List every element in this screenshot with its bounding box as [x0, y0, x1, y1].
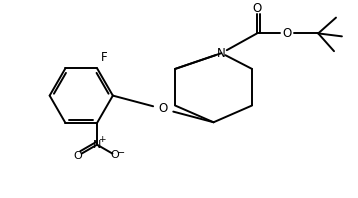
- Text: +: +: [98, 135, 106, 144]
- Text: N: N: [217, 47, 226, 60]
- Text: O: O: [110, 149, 119, 160]
- Text: O: O: [282, 27, 291, 40]
- Text: O: O: [252, 2, 262, 15]
- Text: N: N: [93, 140, 101, 150]
- Text: F: F: [101, 51, 108, 64]
- Text: O: O: [159, 102, 168, 115]
- Text: O: O: [73, 150, 82, 161]
- Text: −: −: [117, 148, 125, 158]
